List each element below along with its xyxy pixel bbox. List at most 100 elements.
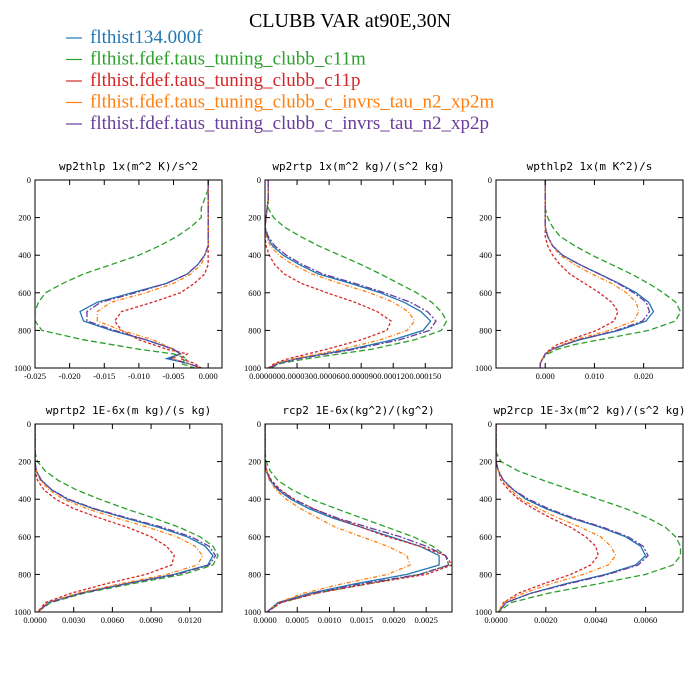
series-line	[35, 424, 219, 612]
series-line	[265, 424, 450, 612]
legend: flthist134.000fflthist.fdef.taus_tuning_…	[66, 27, 494, 134]
subplot: wpthlp2 1x(m K^2)/s 0.000 0.010 0.020 0 200 40…	[475, 160, 684, 381]
x-tick-label: 0.020	[634, 371, 653, 381]
series-line	[539, 180, 655, 368]
y-tick-label: 400	[18, 250, 31, 260]
series-line	[96, 180, 209, 368]
x-tick-label: -0.010	[128, 371, 150, 381]
y-tick-label: 200	[248, 213, 261, 223]
y-tick-label: 400	[479, 250, 492, 260]
legend-entry: flthist.fdef.taus_tuning_clubb_c11p	[66, 70, 361, 91]
x-tick-label: 0.0025	[415, 615, 438, 625]
x-tick-label: 0.000	[536, 371, 555, 381]
series-line	[265, 180, 392, 368]
series-line	[496, 424, 617, 612]
series-group	[265, 180, 448, 368]
series-line	[265, 180, 416, 368]
plot-frame	[264, 423, 453, 613]
legend-entry: flthist.fdef.taus_tuning_clubb_c_invrs_t…	[66, 92, 494, 113]
y-tick-label: 800	[479, 325, 492, 335]
y-tick-label: 200	[18, 457, 31, 467]
subplot: wp2rcp 1E-3x(m^2 kg)/(s^2 kg) 0.0000 0.002…	[475, 404, 686, 625]
legend-label: flthist134.000f	[90, 27, 203, 48]
legend-entry: flthist134.000f	[66, 27, 203, 48]
subplot: wp2thlp 1x(m^2 K)/s^2 -0.025 -0.020 -0.015 -…	[14, 160, 223, 381]
x-tick-label: 0.0060	[101, 615, 124, 625]
y-tick-label: 1000	[14, 363, 31, 373]
y-tick-label: 600	[479, 288, 492, 298]
y-tick-label: 600	[248, 532, 261, 542]
series-group	[496, 424, 682, 612]
series-line	[35, 424, 204, 612]
series-line	[496, 424, 599, 612]
series-line	[496, 424, 649, 612]
x-tick-label: 0.0060	[634, 615, 657, 625]
x-tick-label: 0.0015	[350, 615, 373, 625]
x-tick-label: 0.000150	[409, 371, 441, 381]
subplot-title: wp2rtp 1x(m^2 kg)/(s^2 kg)	[272, 160, 444, 173]
x-tick-label: -0.005	[163, 371, 185, 381]
legend-label: flthist.fdef.taus_tuning_clubb_c11p	[90, 70, 361, 91]
y-tick-label: 0	[257, 175, 261, 185]
y-tick-label: 400	[248, 250, 261, 260]
y-tick-label: 600	[248, 288, 261, 298]
y-tick-label: 800	[248, 325, 261, 335]
series-line	[35, 180, 209, 368]
series-line	[35, 424, 217, 612]
x-tick-label: 0.000120	[377, 371, 409, 381]
legend-label: flthist.fdef.taus_tuning_clubb_c_invrs_t…	[90, 113, 489, 134]
x-tick-label: -0.015	[93, 371, 115, 381]
legend-entry: flthist.fdef.taus_tuning_clubb_c_invrs_t…	[66, 113, 489, 134]
subplot-title: wp2rcp 1E-3x(m^2 kg)/(s^2 kg)	[493, 404, 685, 417]
legend-label: flthist.fdef.taus_tuning_clubb_c_invrs_t…	[90, 92, 494, 113]
x-tick-label: 0.0120	[178, 615, 201, 625]
x-tick-label: -0.020	[59, 371, 81, 381]
series-line	[267, 180, 448, 368]
x-tick-label: 0.0005	[286, 615, 309, 625]
series-group	[539, 180, 682, 368]
y-tick-label: 1000	[475, 607, 492, 617]
subplot: wprtp2 1E-6x(m kg)/(s kg) 0.0000 0.0030 0.0…	[14, 404, 223, 625]
y-tick-label: 0	[488, 175, 492, 185]
series-line	[35, 424, 175, 612]
subplot: wp2rtp 1x(m^2 kg)/(s^2 kg) 0.000000 0.0000…	[244, 160, 453, 381]
y-tick-label: 1000	[244, 363, 261, 373]
subplot-title: wprtp2 1E-6x(m kg)/(s kg)	[46, 404, 212, 417]
series-line	[265, 180, 432, 368]
y-tick-label: 0	[257, 419, 261, 429]
x-tick-label: 0.010	[585, 371, 604, 381]
series-line	[265, 424, 452, 612]
series-line	[539, 180, 682, 368]
series-group	[35, 424, 219, 612]
y-tick-label: 200	[248, 457, 261, 467]
x-tick-label: 0.0090	[139, 615, 162, 625]
series-line	[265, 424, 411, 612]
y-tick-label: 1000	[14, 607, 31, 617]
figure-title: CLUBB VAR at90E,30N	[249, 10, 451, 32]
y-tick-label: 200	[479, 457, 492, 467]
series-line	[496, 424, 647, 612]
x-tick-label: 0.000000	[249, 371, 281, 381]
subplot-title: wpthlp2 1x(m K^2)/s	[527, 160, 653, 173]
y-tick-label: 200	[479, 213, 492, 223]
plot-frame	[34, 423, 223, 613]
series-line	[496, 424, 682, 612]
x-tick-label: 0.0000	[23, 615, 46, 625]
x-tick-label: 0.0040	[584, 615, 607, 625]
y-tick-label: 200	[18, 213, 31, 223]
x-tick-label: 0.0000	[253, 615, 276, 625]
series-line	[86, 180, 209, 368]
plot-frame	[34, 179, 223, 369]
y-tick-label: 1000	[475, 363, 492, 373]
legend-label: flthist.fdef.taus_tuning_clubb_c11m	[90, 49, 366, 70]
series-line	[539, 180, 651, 368]
y-tick-label: 0	[27, 175, 31, 185]
subplot: rcp2 1E-6x(kg^2)/(kg^2) 0.0000 0.0005 0.001…	[244, 404, 453, 625]
y-tick-label: 600	[18, 532, 31, 542]
series-group	[265, 424, 452, 612]
x-tick-label: 0.000	[199, 371, 218, 381]
series-line	[35, 424, 214, 612]
x-tick-label: 0.000060	[313, 371, 345, 381]
y-tick-label: 600	[479, 532, 492, 542]
